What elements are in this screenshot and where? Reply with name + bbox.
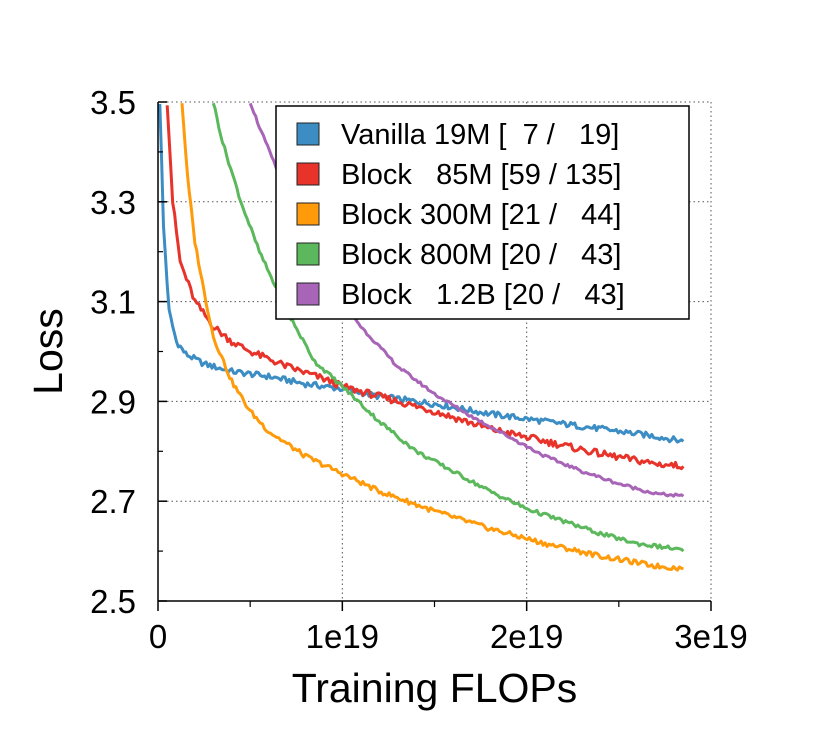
y-tick-label: 3.3 xyxy=(90,184,136,221)
y-tick-label: 2.7 xyxy=(90,483,136,520)
legend-label: Block 1.2B [20 / 43] xyxy=(341,279,625,311)
series-line xyxy=(158,103,685,444)
x-tick-label: 2e19 xyxy=(490,618,563,655)
legend-swatch xyxy=(296,282,320,306)
x-axis-title: Training FLOPs xyxy=(292,665,578,711)
legend-swatch xyxy=(296,202,320,226)
legend-label: Block 300M [21 / 44] xyxy=(341,199,621,231)
legend: Vanilla 19M [ 7 / 19] Block 85M [59 / 135… xyxy=(275,105,690,320)
legend-swatch xyxy=(296,242,320,266)
x-tick-label: 1e19 xyxy=(306,618,379,655)
legend-label: Block 800M [20 / 43] xyxy=(341,239,621,271)
legend-label: Block 85M [59 / 135] xyxy=(341,159,621,191)
y-tick-label: 3.1 xyxy=(90,284,136,321)
legend-box xyxy=(275,105,690,320)
series-line xyxy=(180,103,684,572)
y-tick-label: 2.5 xyxy=(90,583,136,620)
y-axis-title: Loss xyxy=(25,308,71,395)
y-tick-label: 2.9 xyxy=(90,383,136,420)
y-tick-label: 3.5 xyxy=(90,84,136,121)
legend-label: Vanilla 19M [ 7 / 19] xyxy=(341,119,619,151)
ticks: 2.5 2.7 2.9 3.1 3.3 3.5 0 1e19 2e19 3e19 xyxy=(90,84,748,655)
x-tick-label: 3e19 xyxy=(674,618,747,655)
x-tick-label: 0 xyxy=(149,618,167,655)
series-line xyxy=(165,105,685,471)
legend-swatch xyxy=(296,122,320,146)
legend-swatch xyxy=(296,162,320,186)
